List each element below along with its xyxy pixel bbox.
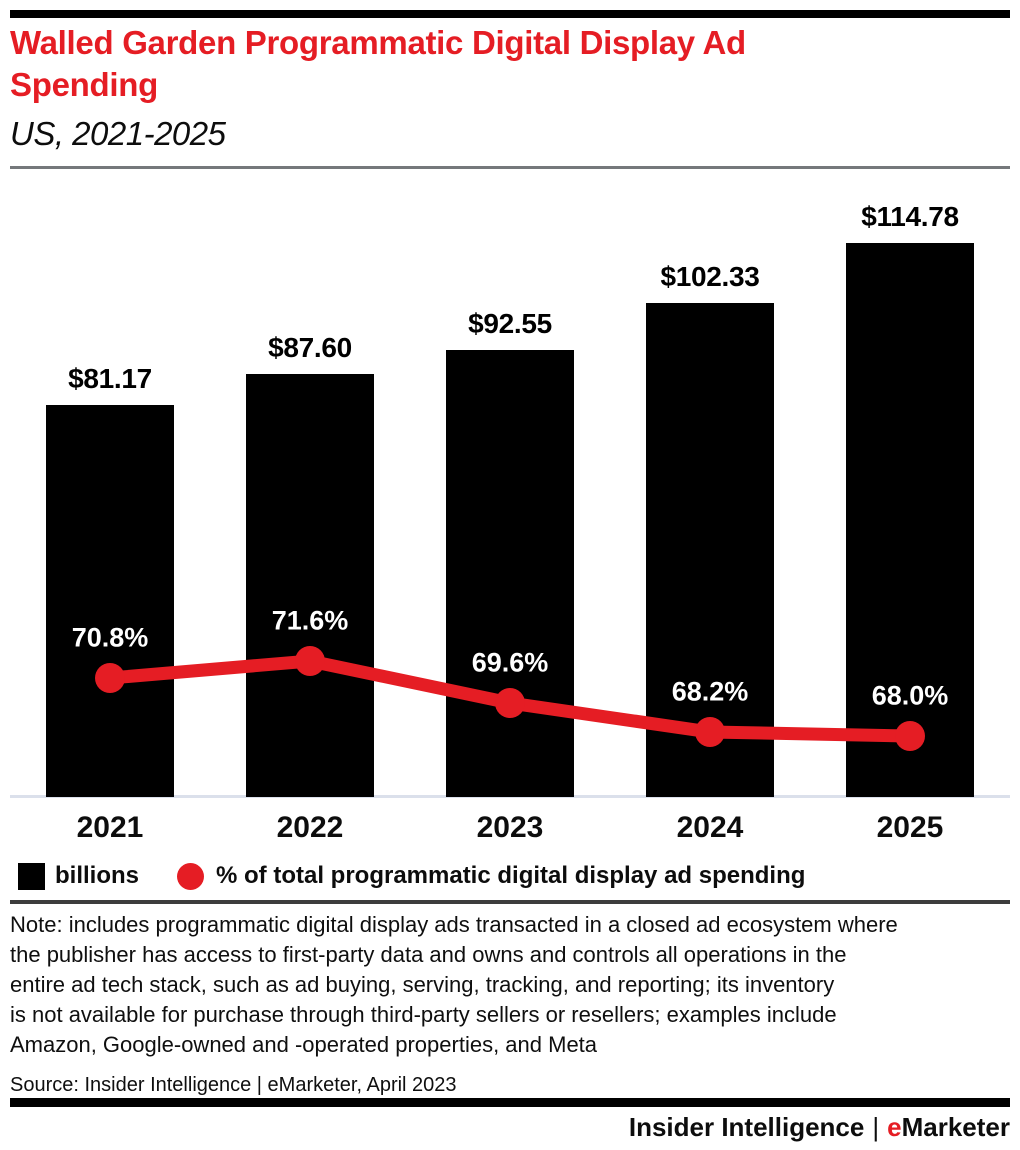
bottom-accent-bar (10, 1098, 1010, 1107)
note-line-2: the publisher has access to first-party … (10, 942, 847, 967)
bar-value-label-2024: $102.33 (660, 261, 760, 292)
bar-2022 (246, 374, 374, 797)
header-divider (10, 166, 1010, 169)
percent-label-2025: 68.0% (871, 680, 949, 711)
chart-note: Note: includes programmatic digital disp… (10, 910, 1015, 1060)
legend-item-billions: billions (18, 862, 139, 890)
legend-item-percent: % of total programmatic digital display … (177, 862, 805, 890)
page-subtitle: US, 2021-2025 (10, 115, 226, 152)
percent-dot-2023 (495, 688, 525, 718)
bar-value-label-2021: $81.17 (68, 363, 152, 394)
percent-dot-2025 (895, 721, 925, 751)
source-line: Source: Insider Intelligence | eMarketer… (10, 1074, 457, 1096)
footer-insider-intelligence: Insider Intelligence (628, 1112, 865, 1142)
percent-dot-2021 (95, 663, 125, 693)
x-axis-label-2021: 2021 (76, 811, 144, 844)
note-line-4: is not available for purchase through th… (10, 1002, 837, 1027)
footer-emarketer-e: e (887, 1112, 902, 1142)
bar-2024 (646, 303, 774, 797)
note-line-5: Amazon, Google-owned and -operated prope… (10, 1032, 598, 1057)
legend-label-percent: % of total programmatic digital display … (216, 862, 806, 889)
note-line-3: entire ad tech stack, such as ad buying,… (10, 972, 835, 997)
percent-label-2022: 71.6% (271, 605, 349, 636)
percent-label-2021: 70.8% (71, 622, 149, 653)
footer-branding: Insider Intelligence | eMarketer (10, 1111, 1010, 1143)
bar-value-label-2023: $92.55 (468, 308, 552, 339)
legend-divider (10, 900, 1010, 904)
note-line-1: Note: includes programmatic digital disp… (10, 912, 898, 937)
bar-2021 (46, 405, 174, 797)
top-accent-bar (10, 10, 1010, 18)
percent-dot-2024 (695, 717, 725, 747)
x-axis-label-2023: 2023 (476, 811, 544, 844)
bar-2023 (446, 350, 574, 797)
bar-series-swatch-icon (18, 862, 45, 890)
legend-label-billions: billions (55, 862, 139, 889)
footer-emarketer: eMarketer (887, 1112, 1010, 1142)
legend: billions % of total programmatic digital… (10, 861, 1010, 893)
page-title: Walled Garden Programmatic Digital Displ… (10, 24, 746, 103)
x-axis-label-2025: 2025 (876, 811, 944, 844)
footer-emarketer-rest: Marketer (901, 1112, 1010, 1142)
percent-label-2023: 69.6% (471, 647, 549, 678)
percent-dot-2022 (295, 646, 325, 676)
line-series-swatch-icon (177, 862, 204, 890)
bar-value-label-2025: $114.78 (861, 201, 959, 232)
x-axis-line (10, 795, 1010, 798)
x-axis-label-2024: 2024 (676, 811, 744, 844)
bar-value-label-2022: $87.60 (268, 332, 352, 363)
percent-label-2024: 68.2% (671, 676, 749, 707)
bar-2025 (846, 243, 974, 797)
footer-separator: | (872, 1112, 880, 1142)
x-axis-label-2022: 2022 (276, 811, 344, 844)
percent-line (109, 654, 911, 743)
